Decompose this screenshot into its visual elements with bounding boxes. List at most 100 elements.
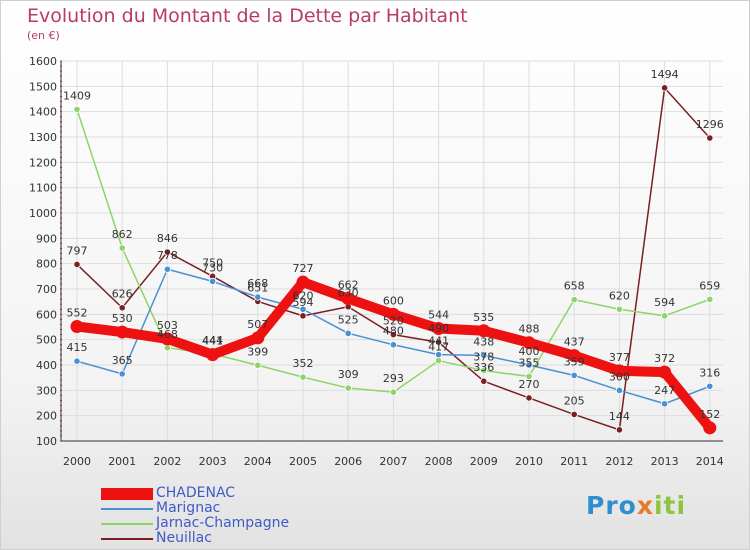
data-point-neuillac bbox=[615, 426, 624, 434]
data-label-chadenac: 503 bbox=[157, 319, 178, 332]
data-label-chadenac: 600 bbox=[383, 294, 404, 307]
data-point-chadenac bbox=[658, 365, 672, 379]
data-label-jarnac-champagne: 658 bbox=[564, 280, 585, 293]
legend-swatch-marignac bbox=[101, 508, 153, 510]
data-label-jarnac-champagne: 862 bbox=[112, 228, 133, 241]
data-point-jarnac-champagne bbox=[73, 105, 81, 113]
data-point-marignac bbox=[434, 351, 443, 359]
legend-swatch-jarnac-champagne bbox=[101, 523, 153, 525]
data-point-chadenac bbox=[703, 421, 717, 435]
series-markers bbox=[70, 84, 717, 435]
data-label-marignac: 359 bbox=[564, 355, 585, 368]
legend-label-chadenac: CHADENAC bbox=[156, 485, 236, 501]
proxiti-logo: Proxiti bbox=[586, 491, 686, 520]
x-tick-label: 2008 bbox=[425, 455, 453, 468]
data-point-neuillac bbox=[660, 84, 669, 92]
data-label-neuillac: 750 bbox=[202, 256, 223, 269]
data-point-chadenac bbox=[522, 336, 536, 350]
data-label-marignac: 730 bbox=[202, 261, 223, 274]
data-label-chadenac: 507 bbox=[247, 318, 268, 331]
data-label-marignac: 480 bbox=[383, 325, 404, 338]
data-label-jarnac-champagne: 594 bbox=[654, 296, 675, 309]
data-point-jarnac-champagne bbox=[570, 296, 578, 304]
data-label-jarnac-champagne: 468 bbox=[157, 328, 178, 341]
x-tick-label: 2000 bbox=[63, 455, 91, 468]
data-label-marignac: 438 bbox=[473, 335, 494, 348]
data-point-neuillac bbox=[570, 410, 578, 418]
legend-item-marignac[interactable]: Marignac bbox=[101, 500, 361, 516]
x-tick-label: 2005 bbox=[289, 455, 317, 468]
data-point-chadenac bbox=[296, 275, 310, 289]
data-point-jarnac-champagne bbox=[163, 344, 171, 352]
data-point-marignac bbox=[299, 305, 307, 313]
data-label-jarnac-champagne: 399 bbox=[247, 345, 268, 358]
data-point-marignac bbox=[73, 357, 81, 365]
data-point-marignac bbox=[209, 277, 217, 285]
data-point-jarnac-champagne bbox=[525, 372, 533, 380]
y-tick-label: 1300 bbox=[29, 131, 57, 144]
data-point-chadenac bbox=[341, 292, 355, 306]
data-labels: 797 626 846 750 651 594 630 520 490 336 270 205 144 1… bbox=[63, 68, 724, 423]
grid bbox=[61, 60, 723, 442]
data-label-jarnac-champagne: 417 bbox=[428, 341, 449, 354]
data-label-marignac: 620 bbox=[293, 289, 314, 302]
y-tick-label: 200 bbox=[36, 410, 57, 423]
y-tick-label: 1100 bbox=[29, 182, 57, 195]
data-label-neuillac: 1494 bbox=[651, 68, 679, 81]
data-point-neuillac bbox=[525, 394, 533, 402]
data-point-chadenac bbox=[160, 332, 174, 346]
data-label-marignac: 316 bbox=[699, 366, 720, 379]
y-tick-label: 400 bbox=[36, 359, 57, 372]
data-label-chadenac: 662 bbox=[338, 279, 359, 292]
data-point-chadenac bbox=[70, 319, 84, 333]
x-tick-label: 2009 bbox=[470, 455, 498, 468]
data-label-marignac: 400 bbox=[519, 345, 540, 358]
data-point-neuillac bbox=[480, 377, 488, 385]
data-label-chadenac: 535 bbox=[473, 311, 494, 324]
axes: 100 200 300 400 500 600 700 800 900 1000 1100 1200 1… bbox=[29, 55, 724, 468]
legend: CHADENAC Marignac Jarnac-Champagne Neuil… bbox=[101, 485, 361, 546]
data-point-neuillac bbox=[163, 248, 171, 256]
data-label-jarnac-champagne: 309 bbox=[338, 368, 359, 381]
data-label-marignac: 247 bbox=[654, 384, 675, 397]
x-tick-label: 2014 bbox=[696, 455, 724, 468]
data-label-neuillac: 490 bbox=[428, 322, 449, 335]
y-tick-label: 300 bbox=[36, 384, 57, 397]
data-point-chadenac bbox=[386, 307, 400, 321]
data-label-jarnac-champagne: 659 bbox=[699, 279, 720, 292]
data-point-marignac bbox=[570, 371, 578, 379]
data-label-chadenac: 552 bbox=[67, 306, 88, 319]
legend-item-neuillac[interactable]: Neuillac bbox=[101, 530, 361, 546]
legend-item-chadenac[interactable]: CHADENAC bbox=[101, 485, 361, 501]
data-label-marignac: 525 bbox=[338, 313, 359, 326]
data-point-neuillac bbox=[73, 260, 81, 269]
x-tick-label: 2007 bbox=[379, 455, 407, 468]
data-point-marignac bbox=[254, 293, 262, 301]
legend-swatch-chadenac bbox=[101, 488, 153, 500]
data-label-marignac: 441 bbox=[428, 335, 449, 348]
y-tick-label: 1500 bbox=[29, 80, 57, 93]
data-point-marignac bbox=[480, 351, 488, 359]
data-label-chadenac: 372 bbox=[654, 352, 675, 365]
legend-label-marignac: Marignac bbox=[156, 500, 221, 516]
data-label-marignac: 300 bbox=[609, 370, 630, 383]
data-point-jarnac-champagne bbox=[480, 366, 488, 375]
legend-item-jarnac-champagne[interactable]: Jarnac-Champagne bbox=[101, 515, 361, 531]
data-label-chadenac: 377 bbox=[609, 351, 630, 364]
data-label-neuillac: 846 bbox=[157, 232, 178, 245]
logo-part-1: Pro bbox=[586, 491, 637, 520]
data-label-jarnac-champagne: 293 bbox=[383, 372, 404, 385]
legend-swatch-neuillac bbox=[101, 538, 153, 540]
y-tick-label: 1000 bbox=[29, 207, 57, 220]
y-tick-label: 500 bbox=[36, 334, 57, 347]
data-label-neuillac: 270 bbox=[519, 378, 540, 391]
data-label-jarnac-champagne: 378 bbox=[473, 351, 494, 364]
data-label-chadenac: 727 bbox=[293, 262, 314, 275]
data-label-chadenac: 488 bbox=[519, 323, 540, 336]
data-label-chadenac: 152 bbox=[699, 408, 720, 421]
x-tick-label: 2002 bbox=[153, 455, 181, 468]
data-label-marignac: 415 bbox=[67, 341, 88, 354]
y-tick-label: 1400 bbox=[29, 106, 57, 119]
x-tick-label: 2013 bbox=[651, 455, 679, 468]
y-tick-label: 1200 bbox=[29, 156, 57, 169]
